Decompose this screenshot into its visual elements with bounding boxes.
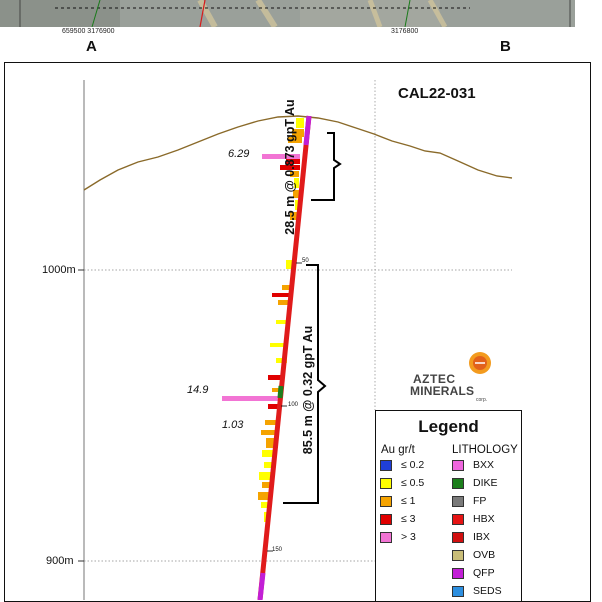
legend-swatch [452, 513, 464, 525]
intercept-bracket-1 [311, 132, 342, 201]
legend-au-item: ≤ 3 [380, 513, 416, 525]
legend-litho-label: HBX [473, 513, 495, 525]
legend-litho-item: QFP [452, 567, 495, 579]
company-logo: AZTEC MINERALS corp. [410, 350, 494, 406]
legend-litho-label: QFP [473, 567, 495, 579]
legend-litho-item: SEDS [452, 585, 502, 597]
assay-peak-6.29 [262, 154, 300, 159]
logo-line-2: MINERALS [410, 384, 475, 398]
legend-litho-label: FP [473, 495, 487, 507]
peak-value-1.03: 1.03 [222, 419, 244, 431]
legend-au-label: ≤ 0.2 [401, 459, 425, 471]
legend-litho-label: BXX [473, 459, 495, 471]
legend-litho-item: DIKE [452, 477, 498, 489]
legend-au-label: ≤ 0.5 [401, 477, 425, 489]
hole-id: CAL22-031 [398, 85, 476, 102]
depth-label-50: 50 [302, 258, 309, 264]
legend-swatch [380, 513, 392, 525]
legend-swatch [452, 549, 464, 561]
legend-au-header: Au gr/t [381, 444, 415, 456]
legend-au-label: > 3 [401, 531, 416, 543]
logo-emblem-icon [469, 352, 491, 374]
legend-swatch [452, 495, 464, 507]
legend-swatch [380, 477, 392, 489]
section-end-label: B [500, 38, 511, 55]
elevation-label-1000: 1000m [42, 264, 76, 276]
peak-value-6.29: 6.29 [228, 148, 250, 160]
legend-litho-label: SEDS [473, 585, 502, 597]
legend-litho-item: HBX [452, 513, 495, 525]
legend: Legend Au gr/t LITHOLOGY ≤ 0.2 ≤ 0.5 ≤ 1 ≤ … [375, 410, 522, 602]
depth-label-100: 100 [288, 402, 299, 408]
legend-au-item: > 3 [380, 531, 416, 543]
legend-litho-label: OVB [473, 549, 496, 561]
map-coord-left: 659500 3176900 [62, 28, 115, 35]
assay-bars [222, 118, 304, 522]
elevation-label-900: 900m [46, 555, 74, 567]
legend-litho-item: OVB [452, 549, 495, 561]
map-coord-right: 3176800 [391, 28, 419, 35]
legend-litho-item: FP [452, 495, 486, 507]
legend-title: Legend [418, 417, 479, 436]
intercept-bracket-2 [283, 264, 327, 504]
logo-line-1: AZTEC [413, 372, 456, 386]
legend-au-item: ≤ 0.5 [380, 477, 424, 489]
plan-map-image [0, 0, 602, 27]
legend-swatch [380, 531, 392, 543]
intercept-label-1: 28.5 m @ 0.873 gpT Au [283, 99, 297, 235]
legend-litho-item: BXX [452, 459, 494, 471]
section-start-label: A [86, 38, 97, 55]
peak-value-14.9: 14.9 [187, 384, 209, 396]
legend-litho-item: IBX [452, 531, 490, 543]
legend-swatch [452, 531, 464, 543]
legend-swatch [380, 459, 392, 471]
legend-swatch [452, 459, 464, 471]
legend-swatch [452, 567, 464, 579]
legend-litho-header: LITHOLOGY [452, 444, 518, 456]
assay-peak-14.9 [222, 396, 281, 401]
legend-au-item: ≤ 0.2 [380, 459, 424, 471]
intercept-label-2: 85.5 m @ 0.32 gpT Au [301, 325, 315, 455]
legend-au-item: ≤ 1 [380, 495, 416, 507]
legend-swatch [452, 477, 464, 489]
legend-swatch [380, 495, 392, 507]
legend-au-label: ≤ 3 [401, 513, 416, 525]
legend-swatch [452, 585, 464, 597]
drillhole-trace [257, 115, 312, 600]
logo-line-3: corp. [476, 397, 488, 403]
legend-litho-label: IBX [473, 531, 490, 543]
depth-label-150: 150 [272, 547, 283, 553]
legend-litho-label: DIKE [473, 477, 498, 489]
legend-au-label: ≤ 1 [401, 495, 416, 507]
plan-map-strip [0, 0, 602, 27]
